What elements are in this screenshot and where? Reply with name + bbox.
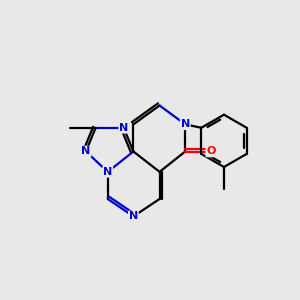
Text: N: N — [103, 167, 112, 177]
Text: N: N — [119, 123, 128, 133]
Text: O: O — [206, 146, 216, 157]
Text: N: N — [181, 119, 190, 129]
Text: N: N — [81, 146, 91, 157]
Text: N: N — [129, 212, 138, 221]
